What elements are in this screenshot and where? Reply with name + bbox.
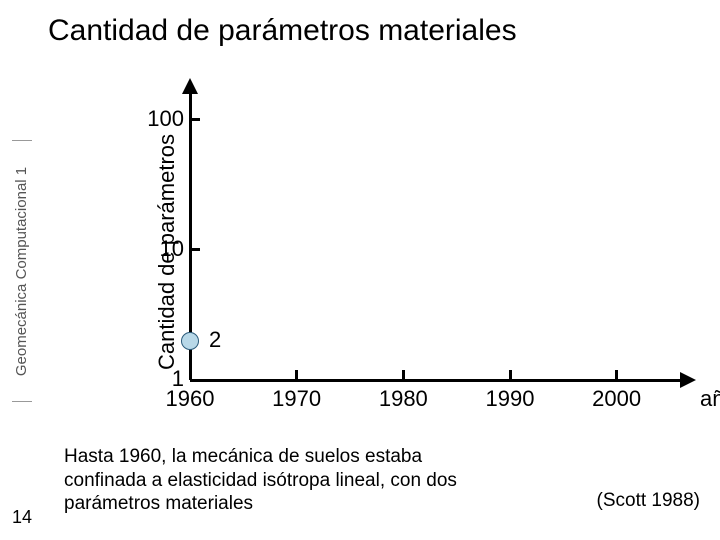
slide-title: Cantidad de parámetros materiales (48, 14, 517, 48)
slide: Cantidad de parámetros materiales Geomec… (0, 0, 720, 540)
citation-text: (Scott 1988) (597, 490, 701, 512)
plot-area (190, 100, 670, 380)
x-tick (402, 370, 405, 380)
x-tick (189, 370, 192, 380)
x-axis-arrow (680, 372, 696, 388)
x-tick (509, 370, 512, 380)
x-tick-label: 2000 (592, 386, 641, 412)
x-tick-label: 1990 (486, 386, 535, 412)
x-tick (295, 370, 298, 380)
parameters-chart: 11010019601970198019902000añoCantidad de… (120, 80, 680, 420)
footnote-text: Hasta 1960, la mecánica de suelos estaba… (64, 445, 464, 516)
y-tick (190, 379, 200, 382)
y-axis-arrow (182, 78, 198, 94)
data-point-label: 2 (209, 327, 221, 353)
x-tick-label: 1960 (166, 386, 215, 412)
y-tick (190, 118, 200, 121)
x-axis-unit: año (700, 386, 720, 412)
x-axis (190, 379, 682, 382)
data-point (181, 332, 199, 350)
y-tick (190, 248, 200, 251)
x-tick (615, 370, 618, 380)
y-tick-label: 100 (134, 106, 184, 132)
y-axis-title: Cantidad de parámetros (154, 134, 180, 370)
x-tick-label: 1980 (379, 386, 428, 412)
course-sidebar: Geomecánica Computacional 1 (12, 140, 32, 402)
x-tick-label: 1970 (272, 386, 321, 412)
page-number: 14 (8, 507, 36, 528)
course-sidebar-label: Geomecánica Computacional 1 (14, 166, 31, 375)
